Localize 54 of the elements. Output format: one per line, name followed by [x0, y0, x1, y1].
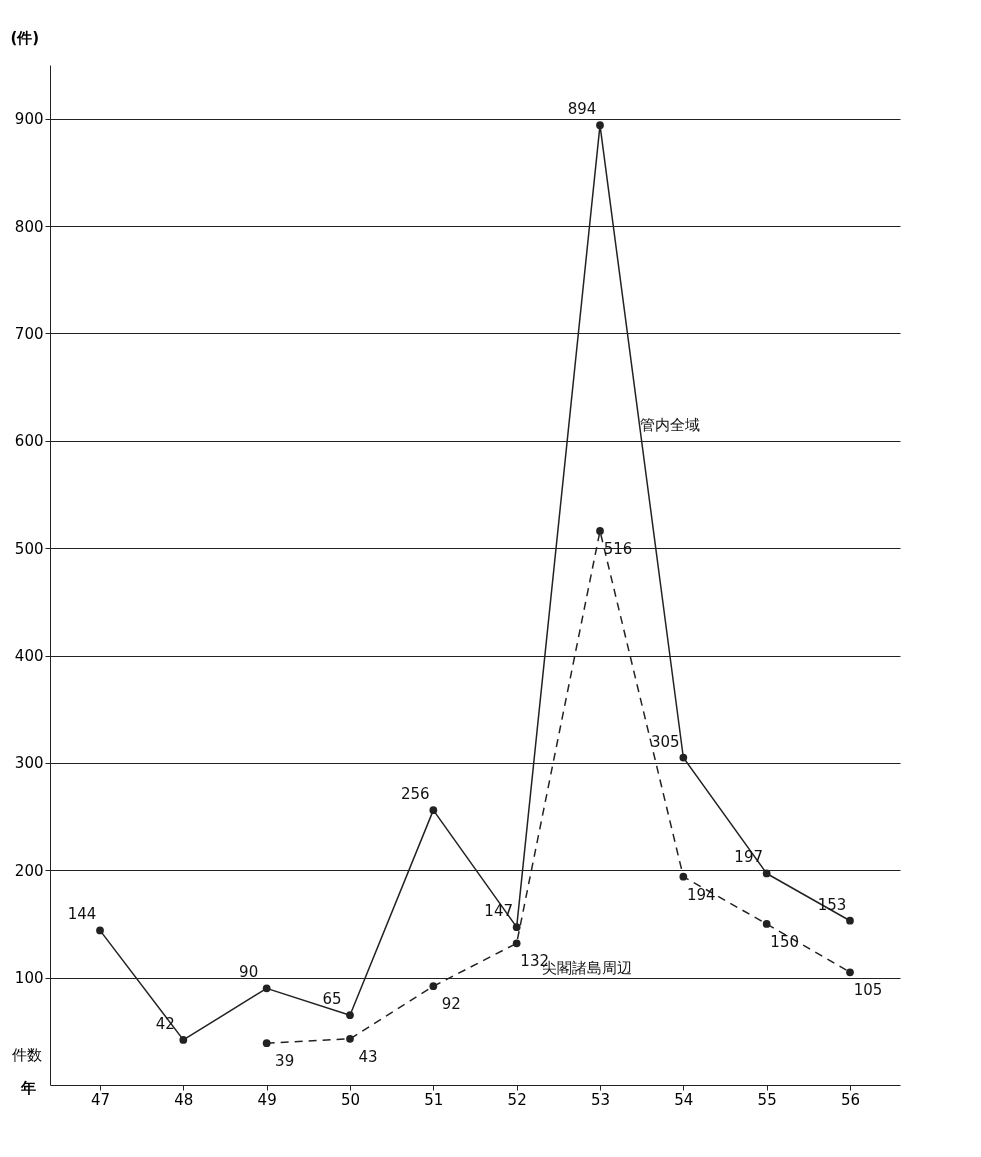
- x-tick-label: 50: [340, 1090, 361, 1109]
- y-tick-label: 900: [14, 110, 44, 129]
- data-label: 144: [67, 905, 97, 924]
- x-tick-label: 48: [174, 1090, 194, 1109]
- point: [346, 1011, 354, 1020]
- y-tick-label: 700: [14, 324, 44, 343]
- point: [596, 527, 604, 535]
- point: [346, 1034, 354, 1043]
- data-label: 65: [322, 990, 342, 1009]
- data-label: 256: [401, 785, 430, 804]
- y-tick-label: 100: [14, 969, 44, 988]
- x-tick-label: 49: [257, 1090, 277, 1109]
- data-label: 153: [817, 895, 847, 914]
- point: [262, 1039, 271, 1047]
- data-label: 150: [770, 932, 799, 951]
- data-label: 105: [853, 981, 883, 1000]
- data-label: 305: [651, 732, 680, 751]
- x-tick-label: 54: [674, 1090, 694, 1109]
- point: [679, 753, 688, 762]
- point: [679, 872, 688, 881]
- x-tick-label: 51: [424, 1090, 444, 1109]
- x-tick-label: 53: [590, 1090, 611, 1109]
- data-label: 90: [239, 963, 259, 982]
- y-tick-label: 600: [14, 432, 44, 451]
- series-label: 管内全域: [640, 416, 700, 435]
- point: [762, 869, 771, 878]
- point: [846, 968, 854, 977]
- y-tick-label: 800: [14, 217, 44, 236]
- point: [596, 121, 604, 129]
- point: [512, 939, 521, 948]
- x-tick-label: 55: [757, 1090, 777, 1109]
- y-axis-title: (件): [10, 28, 40, 47]
- data-label: 894: [567, 100, 597, 119]
- x-tick-label: 56: [840, 1090, 861, 1109]
- x-tick-label: 47: [90, 1090, 111, 1109]
- y-tick-label: 500: [14, 539, 44, 558]
- point: [96, 926, 104, 935]
- text: 件数: [12, 1046, 42, 1064]
- point: [262, 984, 271, 993]
- data-label: 39: [275, 1052, 295, 1071]
- point: [429, 806, 438, 814]
- y-tick-label: 300: [14, 754, 44, 773]
- point: [179, 1036, 188, 1044]
- data-label: 194: [687, 885, 716, 904]
- y-tick-label: 400: [14, 647, 44, 666]
- point: [512, 923, 521, 932]
- point: [429, 982, 438, 991]
- y-tick-label: 200: [14, 861, 44, 880]
- x-tick-label: 52: [507, 1090, 527, 1109]
- point: [762, 920, 771, 928]
- data-label: 92: [441, 995, 461, 1014]
- point: [846, 916, 854, 925]
- x-axis-title: 年: [19, 1078, 36, 1097]
- data-label: 43: [358, 1047, 378, 1066]
